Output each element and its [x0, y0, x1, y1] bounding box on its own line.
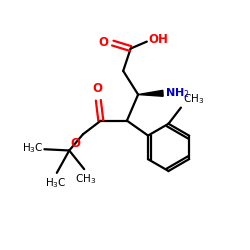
Text: H$_3$C: H$_3$C: [45, 176, 66, 190]
Text: H$_3$C: H$_3$C: [22, 141, 43, 155]
Text: O: O: [70, 137, 80, 150]
Polygon shape: [138, 90, 163, 96]
Text: O: O: [98, 36, 108, 49]
Text: OH: OH: [148, 33, 168, 46]
Text: O: O: [92, 82, 102, 95]
Text: CH$_3$: CH$_3$: [75, 172, 96, 186]
Text: NH$_2$: NH$_2$: [165, 86, 190, 100]
Text: CH$_3$: CH$_3$: [183, 92, 204, 106]
